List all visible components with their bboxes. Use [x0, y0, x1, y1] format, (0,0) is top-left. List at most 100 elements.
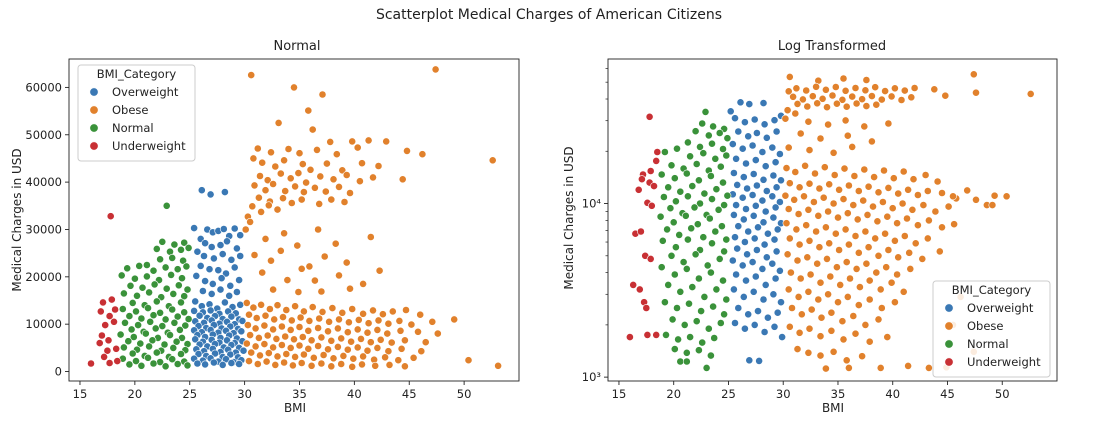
point-obese [880, 166, 888, 175]
point-underweight [637, 227, 645, 236]
point-obese [839, 335, 848, 344]
point-obese [407, 320, 416, 329]
point-normal [702, 363, 711, 372]
figure-suptitle: Scatterplot Medical Charges of American … [376, 7, 722, 23]
point-overweight [218, 360, 227, 369]
point-obese [374, 162, 383, 170]
point-obese [246, 331, 254, 339]
point-obese [823, 254, 831, 263]
point-normal [688, 283, 697, 291]
point-overweight [758, 148, 767, 156]
point-normal [173, 265, 182, 274]
point-obese [276, 169, 285, 178]
point-normal [130, 274, 139, 283]
point-obese [921, 171, 930, 179]
point-overweight [190, 224, 198, 232]
point-obese [823, 103, 831, 112]
point-obese [863, 210, 872, 219]
point-normal [672, 243, 680, 252]
point-obese [899, 287, 908, 296]
point-obese [250, 251, 259, 259]
point-normal [145, 342, 153, 351]
point-overweight [739, 173, 748, 181]
point-obese [307, 336, 316, 345]
point-normal [173, 360, 182, 368]
point-obese [846, 274, 854, 283]
point-obese [299, 188, 308, 196]
point-obese [347, 337, 355, 346]
point-normal [152, 244, 161, 253]
point-obese [972, 88, 980, 97]
point-obese [269, 180, 277, 188]
point-normal [666, 204, 675, 213]
point-obese [294, 288, 303, 296]
point-normal [162, 201, 171, 210]
point-overweight [744, 227, 753, 236]
point-obese [795, 240, 804, 249]
point-overweight [760, 240, 769, 249]
point-overweight [749, 211, 758, 220]
point-normal [178, 274, 186, 283]
point-normal [723, 134, 732, 143]
point-obese [305, 316, 314, 325]
point-obese [854, 301, 863, 309]
point-obese [339, 351, 348, 360]
point-obese [845, 363, 853, 372]
point-normal [682, 169, 691, 178]
point-normal [704, 324, 713, 333]
point-obese [904, 185, 912, 194]
point-obese [357, 334, 365, 343]
y-tick-label: 0 [55, 365, 62, 379]
point-normal [126, 281, 135, 290]
point-obese [254, 333, 263, 342]
point-overweight [209, 254, 218, 263]
x-tick-label: 20 [128, 387, 143, 401]
point-overweight [226, 281, 235, 290]
point-normal [145, 288, 153, 297]
point-underweight [106, 212, 115, 221]
point-obese [848, 142, 857, 151]
x-tick-label: 25 [182, 387, 197, 401]
panel-normal-ylabel: Medical Charges in USD [10, 148, 24, 291]
point-underweight [646, 167, 655, 175]
point-overweight [728, 140, 737, 148]
point-underweight [107, 295, 116, 304]
point-obese [245, 357, 253, 365]
point-obese [337, 360, 346, 368]
point-obese [862, 259, 871, 268]
point-normal [695, 346, 703, 355]
point-obese [310, 276, 319, 285]
point-overweight [217, 274, 226, 283]
point-obese [814, 211, 823, 220]
point-normal [675, 230, 684, 239]
point-obese [923, 234, 932, 243]
point-overweight [778, 333, 786, 341]
point-obese [933, 177, 942, 186]
point-obese [366, 338, 375, 347]
point-normal [711, 227, 720, 236]
point-obese [794, 292, 803, 301]
point-normal [682, 348, 691, 357]
point-obese [269, 285, 277, 294]
point-obese [273, 205, 282, 214]
point-overweight [761, 162, 770, 171]
point-obese [318, 307, 327, 316]
point-normal [722, 295, 731, 304]
y-tick-label: 60000 [25, 80, 62, 94]
point-obese [335, 182, 343, 191]
point-obese [784, 285, 793, 294]
point-obese [865, 276, 874, 285]
point-obese [290, 83, 298, 92]
point-overweight [770, 116, 779, 125]
point-obese [900, 232, 909, 240]
point-overweight [730, 210, 738, 219]
point-obese [277, 322, 286, 331]
legend-label-underweight: Underweight [112, 139, 186, 153]
point-overweight [201, 277, 209, 285]
point-obese [905, 248, 914, 257]
point-normal [125, 360, 134, 369]
point-overweight [751, 272, 760, 281]
point-obese [826, 272, 835, 281]
point-obese [297, 359, 306, 367]
point-obese [488, 156, 497, 165]
